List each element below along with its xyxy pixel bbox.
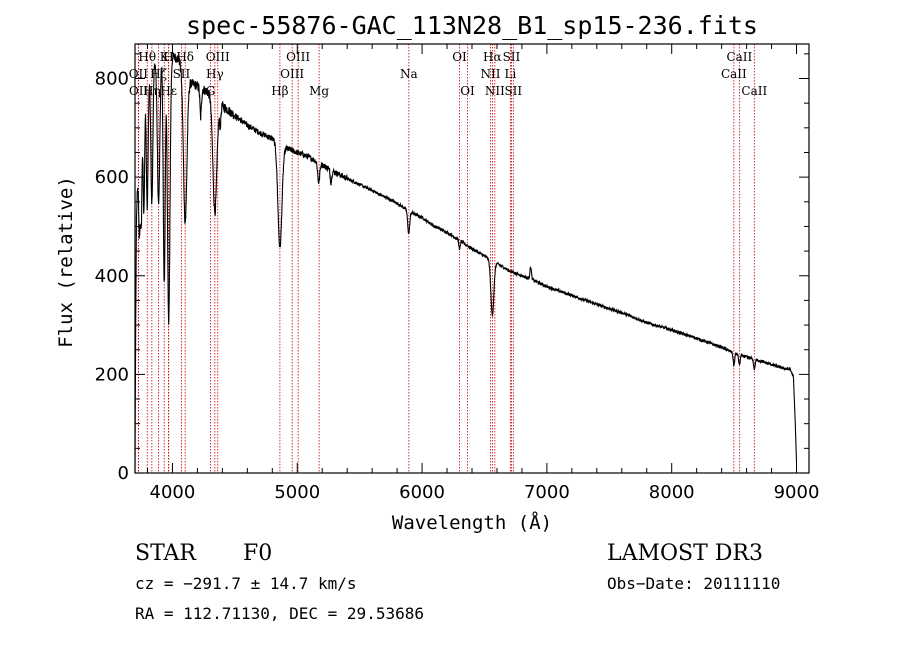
line-label: Hα	[483, 50, 502, 64]
x-tick-label: 7000	[524, 482, 570, 503]
y-tick-label: 0	[118, 463, 129, 484]
line-label: Hγ	[206, 67, 224, 81]
coordinates: RA = 112.71130, DEC = 29.53686	[135, 604, 424, 623]
line-label: NII	[485, 84, 505, 98]
x-tick-label: 8000	[649, 482, 695, 503]
spectral-line-markers	[137, 44, 755, 473]
line-label: K	[160, 50, 170, 64]
object-subclass: F0	[243, 541, 272, 566]
line-label: OII	[129, 67, 149, 81]
x-axis-label: Wavelength (Å)	[392, 511, 552, 534]
chart-title: spec-55876-GAC_113N28_B1_sp15-236.fits	[186, 11, 758, 40]
line-label: G	[206, 84, 216, 98]
x-axis-ticks: 4000 5000 6000 7000 8000 9000	[146, 44, 820, 503]
survey-name: LAMOST DR3	[607, 541, 763, 566]
line-label: SII	[504, 84, 522, 98]
line-label: Hζ	[150, 67, 167, 81]
line-label: H	[163, 50, 173, 64]
line-label: Mg	[309, 84, 329, 98]
line-label: Hθ	[138, 50, 156, 64]
line-label: NII	[480, 67, 500, 81]
observation-date: Obs−Date: 20111110	[607, 574, 780, 593]
line-label: CaII	[741, 84, 767, 98]
line-label: OIII	[280, 67, 304, 81]
line-label: Na	[400, 67, 418, 81]
line-label: OII	[129, 84, 149, 98]
line-label: OI	[452, 50, 467, 64]
y-tick-label: 400	[95, 266, 129, 287]
line-label: SII	[503, 50, 521, 64]
line-label: CaII	[721, 67, 747, 81]
plot-frame	[134, 43, 810, 474]
object-class: STAR	[135, 541, 197, 566]
x-tick-label: 6000	[399, 482, 445, 503]
line-label: OIII	[206, 50, 230, 64]
y-tick-label: 200	[95, 364, 129, 385]
x-tick-label: 9000	[774, 482, 820, 503]
y-tick-label: 800	[95, 69, 129, 90]
y-tick-label: 600	[95, 167, 129, 188]
redshift-velocity: cz = −291.7 ± 14.7 km/s	[135, 574, 357, 593]
x-tick-label: 5000	[274, 482, 320, 503]
spectrum-line	[134, 52, 798, 474]
y-axis-label: Flux (relative)	[55, 176, 77, 348]
y-axis-ticks: 0 200 400 600 800	[95, 53, 809, 484]
x-tick-label: 4000	[150, 482, 196, 503]
line-label: Hβ	[271, 84, 288, 98]
line-label: OIII	[286, 50, 310, 64]
line-label: CaII	[726, 50, 752, 64]
line-label: Hε	[160, 84, 177, 98]
line-label: Li	[505, 67, 517, 81]
line-label: OI	[460, 84, 475, 98]
